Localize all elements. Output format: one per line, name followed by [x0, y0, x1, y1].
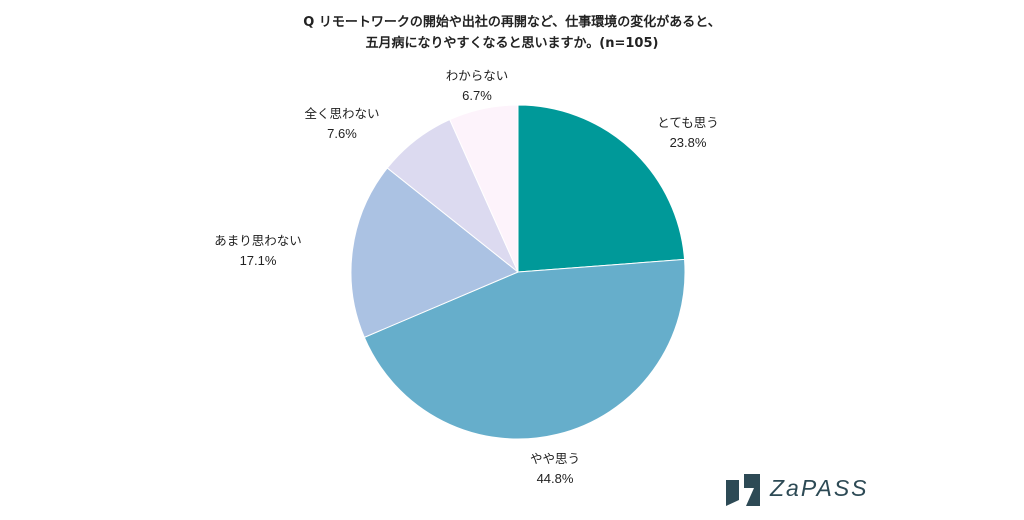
zapass-logo: ZaPASS — [726, 472, 867, 508]
pie-slice-1 — [363, 258, 686, 440]
slice-label-0: とても思う — [657, 115, 719, 130]
slice-label-4: わからない — [446, 68, 509, 83]
zapass-logo-mark-icon — [726, 474, 760, 506]
slice-value-4: 6.7% — [462, 88, 492, 103]
zapass-logo-text: ZaPASS — [770, 475, 869, 501]
chart-title: Q リモートワークの開始や出社の再開など、仕事環境の変化があると、 五月病になり… — [0, 12, 1024, 54]
chart-title-line-2: 五月病になりやすくなると思いますか。(n=105) — [365, 36, 659, 51]
slice-value-1: 44.8% — [537, 471, 574, 486]
slice-value-2: 17.1% — [240, 253, 277, 268]
pie-slice-0 — [517, 104, 686, 273]
slice-label-1: やや思う — [530, 451, 580, 466]
pie-slice-2 — [350, 167, 519, 339]
slice-value-0: 23.8% — [670, 135, 707, 150]
slice-label-3: 全く思わない — [304, 106, 379, 121]
slice-label-2: あまり思わない — [214, 233, 302, 248]
slice-value-3: 7.6% — [327, 126, 357, 141]
chart-title-line-1: Q リモートワークの開始や出社の再開など、仕事環境の変化があると、 — [303, 15, 721, 30]
pie-slice-4 — [449, 104, 519, 273]
